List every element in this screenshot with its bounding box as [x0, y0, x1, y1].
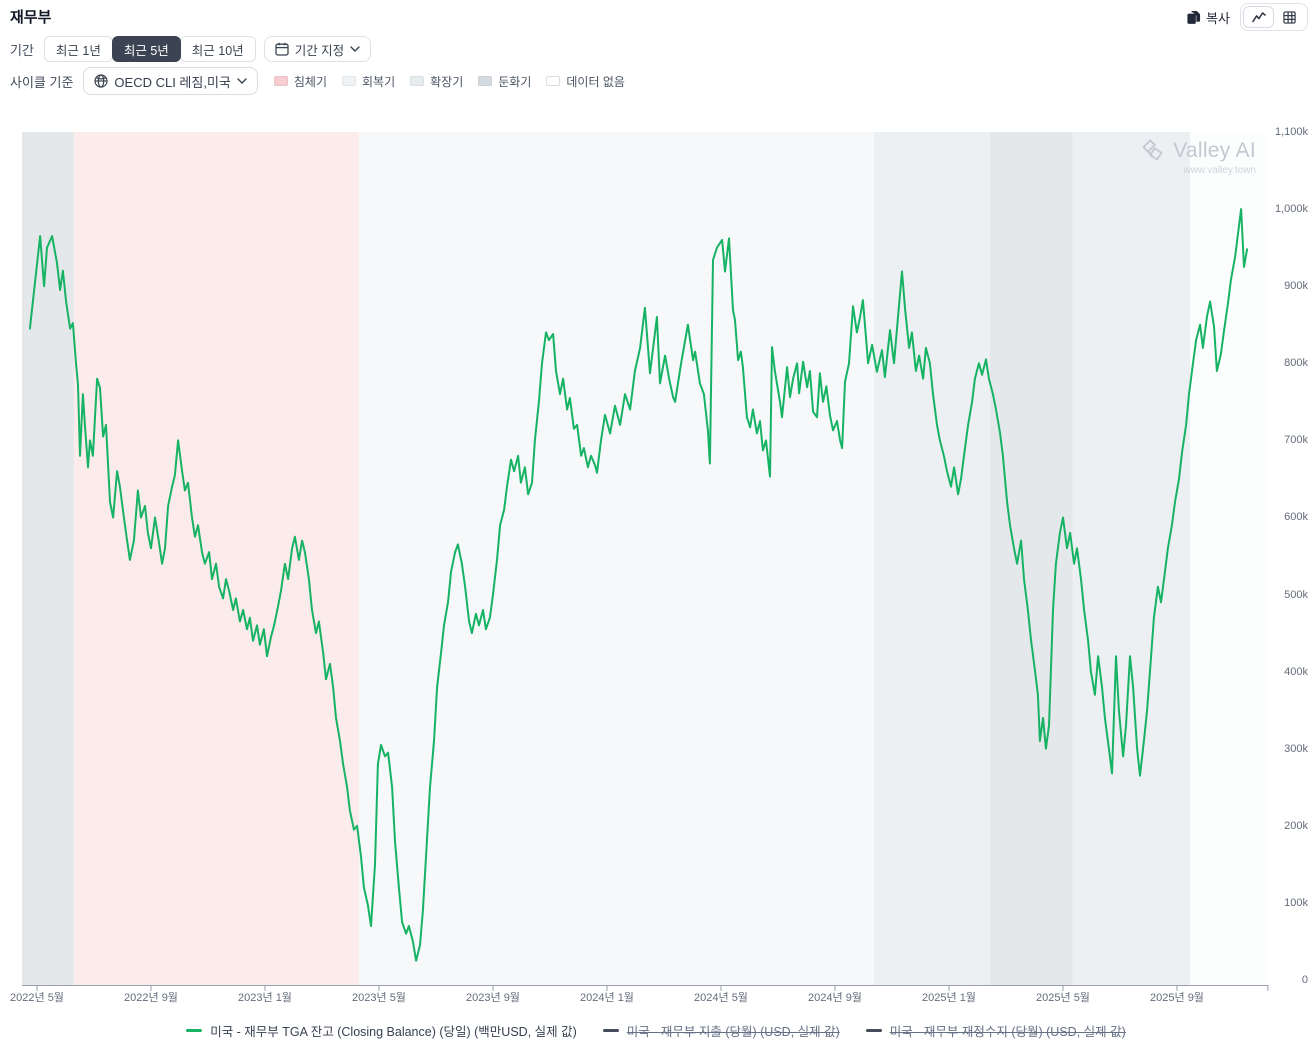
regime-label: 회복기	[362, 74, 396, 89]
x-axis-tick-label: 2022년 5월	[10, 992, 64, 1004]
x-axis-tick-label: 2025년 1월	[922, 992, 976, 1004]
x-axis-tick-label: 2025년 5월	[1036, 992, 1090, 1004]
line-chart-icon	[1251, 11, 1266, 23]
regime-item-recovery: 회복기	[342, 73, 395, 90]
page-title: 재무부	[10, 9, 52, 26]
y-axis-tick-label: 1,100k	[1274, 126, 1308, 138]
legend-label: 미국 - 재무부 재정수지 (당월) (USD, 실제 값)	[889, 1025, 1126, 1039]
legend-marker	[186, 1029, 203, 1032]
globe-icon	[94, 74, 109, 88]
y-axis-tick-label: 0	[1301, 974, 1308, 986]
legend-label: 미국 - 재무부 TGA 잔고 (Closing Balance) (당일) (…	[210, 1025, 577, 1039]
y-axis-tick-label: 600k	[1284, 511, 1308, 524]
regime-legend: 침체기 회복기 확장기 둔화기 데이터 없음	[273, 73, 625, 90]
regime-item-slowdown: 둔화기	[478, 73, 531, 90]
legend-item-fiscal-balance[interactable]: 미국 - 재무부 재정수지 (당월) (USD, 실제 값)	[865, 1021, 1126, 1040]
chart-plot-area[interactable]	[22, 132, 1269, 994]
chart-view-button[interactable]	[1243, 6, 1274, 28]
view-mode-toggle	[1240, 3, 1308, 31]
cycle-basis-select[interactable]: OECD CLI 레짐,미국	[83, 67, 258, 95]
x-axis-tick-label: 2022년 9월	[124, 992, 178, 1004]
y-axis-tick-label: 800k	[1284, 357, 1308, 370]
x-axis-tick-label: 2024년 9월	[808, 992, 862, 1004]
table-view-button[interactable]	[1274, 6, 1305, 28]
tga-balance-line-chart	[22, 132, 1269, 991]
period-button-group: 최근 1년 최근 5년 최근 10년	[43, 36, 256, 62]
recovery-swatch	[342, 76, 357, 86]
copy-label: 복사	[1206, 10, 1230, 26]
recession-swatch	[273, 76, 288, 86]
chevron-down-icon	[237, 78, 247, 84]
copy-icon	[1186, 10, 1201, 25]
regime-label: 침체기	[293, 74, 328, 89]
calendar-icon	[275, 42, 289, 56]
x-axis-tick-label: 2023년 5월	[352, 992, 406, 1004]
period-1y-button[interactable]: 최근 1년	[43, 36, 113, 62]
custom-period-label: 기간 지정	[294, 43, 345, 58]
legend-marker	[602, 1029, 619, 1032]
x-axis-tick-label: 2024년 5월	[694, 992, 748, 1004]
legend-label: 미국 - 재무부 지출 (당월) (USD, 실제 값)	[626, 1025, 840, 1039]
copy-button[interactable]: 복사	[1186, 8, 1230, 27]
y-axis-tick-label: 900k	[1284, 280, 1308, 293]
cycle-label: 사이클 기준	[10, 74, 74, 90]
y-axis-tick-label: 500k	[1284, 588, 1308, 601]
legend-item-tga-balance[interactable]: 미국 - 재무부 TGA 잔고 (Closing Balance) (당일) (…	[186, 1021, 577, 1040]
x-axis-tick-label: 2025년 9월	[1150, 992, 1204, 1004]
y-axis-tick-label: 700k	[1284, 434, 1308, 447]
x-axis-tick-label: 2023년 9월	[466, 992, 520, 1004]
regime-label: 데이터 없음	[566, 74, 625, 89]
custom-period-button[interactable]: 기간 지정	[263, 36, 372, 62]
cycle-toolbar: 사이클 기준 OECD CLI 레짐,미국 침체기 회복기 확장기 둔화기 데이…	[10, 67, 625, 95]
regime-item-expansion: 확장기	[410, 73, 463, 90]
regime-item-recession: 침체기	[273, 73, 328, 90]
period-toolbar: 기간 최근 1년 최근 5년 최근 10년 기간 지정	[10, 36, 372, 62]
y-axis-tick-label: 100k	[1284, 896, 1308, 909]
regime-item-nodata: 데이터 없음	[546, 73, 625, 90]
expansion-swatch	[410, 76, 425, 86]
y-axis-tick-label: 200k	[1284, 819, 1308, 832]
series-legend: 미국 - 재무부 TGA 잔고 (Closing Balance) (당일) (…	[0, 1021, 1312, 1040]
regime-label: 확장기	[430, 74, 464, 89]
regime-label: 둔화기	[498, 74, 532, 89]
y-axis-tick-label: 300k	[1284, 742, 1308, 755]
period-10y-button[interactable]: 최근 10년	[179, 36, 256, 62]
x-axis-tick-label: 2023년 1월	[238, 992, 292, 1004]
y-axis-tick-label: 1,000k	[1274, 203, 1308, 216]
nodata-swatch	[546, 76, 561, 86]
legend-marker	[865, 1029, 882, 1032]
table-icon	[1283, 10, 1296, 24]
period-5y-button[interactable]: 최근 5년	[111, 36, 181, 62]
chevron-down-icon	[350, 46, 360, 52]
period-label: 기간	[10, 42, 34, 58]
cycle-select-value: OECD CLI 레짐,미국	[114, 74, 231, 90]
header-actions: 복사	[1186, 3, 1308, 31]
slowdown-swatch	[478, 76, 493, 86]
legend-item-treasury-outlays[interactable]: 미국 - 재무부 지출 (당월) (USD, 실제 값)	[602, 1021, 840, 1040]
x-axis-tick-label: 2024년 1월	[580, 992, 634, 1004]
y-axis-tick-label: 400k	[1284, 665, 1308, 678]
